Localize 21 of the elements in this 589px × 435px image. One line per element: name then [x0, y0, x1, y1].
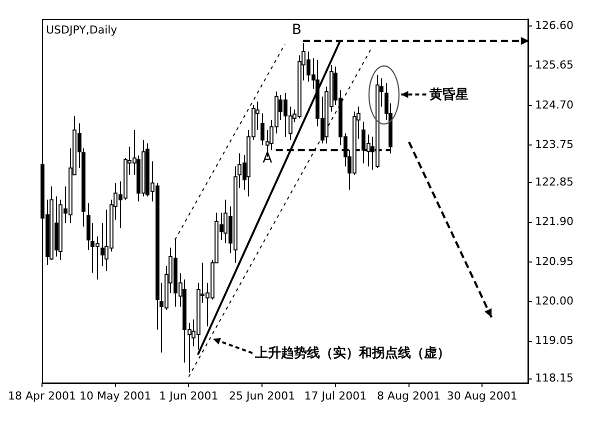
x-tick-label: 18 Apr 2001: [8, 389, 76, 402]
x-tick-label: 25 Jun 2001: [228, 389, 296, 402]
x-tick-label: 8 Aug 2001: [377, 389, 441, 402]
x-tick-label: 17 Jul 2001: [304, 389, 367, 402]
chart-title: USDJPY,Daily: [46, 23, 118, 36]
y-tick-label: 121.90: [535, 215, 574, 228]
x-tick-label: 1 Jun 2001: [159, 389, 218, 402]
y-tick-label: 122.85: [535, 175, 574, 188]
x-tick-label: 10 May 2001: [79, 389, 152, 402]
y-tick-label: 126.60: [535, 18, 574, 32]
y-tick-label: 125.65: [535, 58, 574, 72]
y-tick-label: 119.05: [535, 334, 574, 348]
x-tick-label: 30 Aug 2001: [446, 389, 518, 402]
annotation: 上升趋势线（实）和拐点线（虚）: [254, 345, 450, 362]
y-tick-label: 118.15: [535, 372, 574, 385]
annotation: 黄昏星: [428, 86, 468, 102]
y-tick-label: 123.75: [535, 138, 574, 151]
y-tick-label: 124.70: [535, 98, 574, 112]
y-tick-label: 120.95: [535, 254, 574, 268]
y-tick-label: 120.00: [535, 294, 574, 308]
annotation: B: [292, 22, 302, 38]
